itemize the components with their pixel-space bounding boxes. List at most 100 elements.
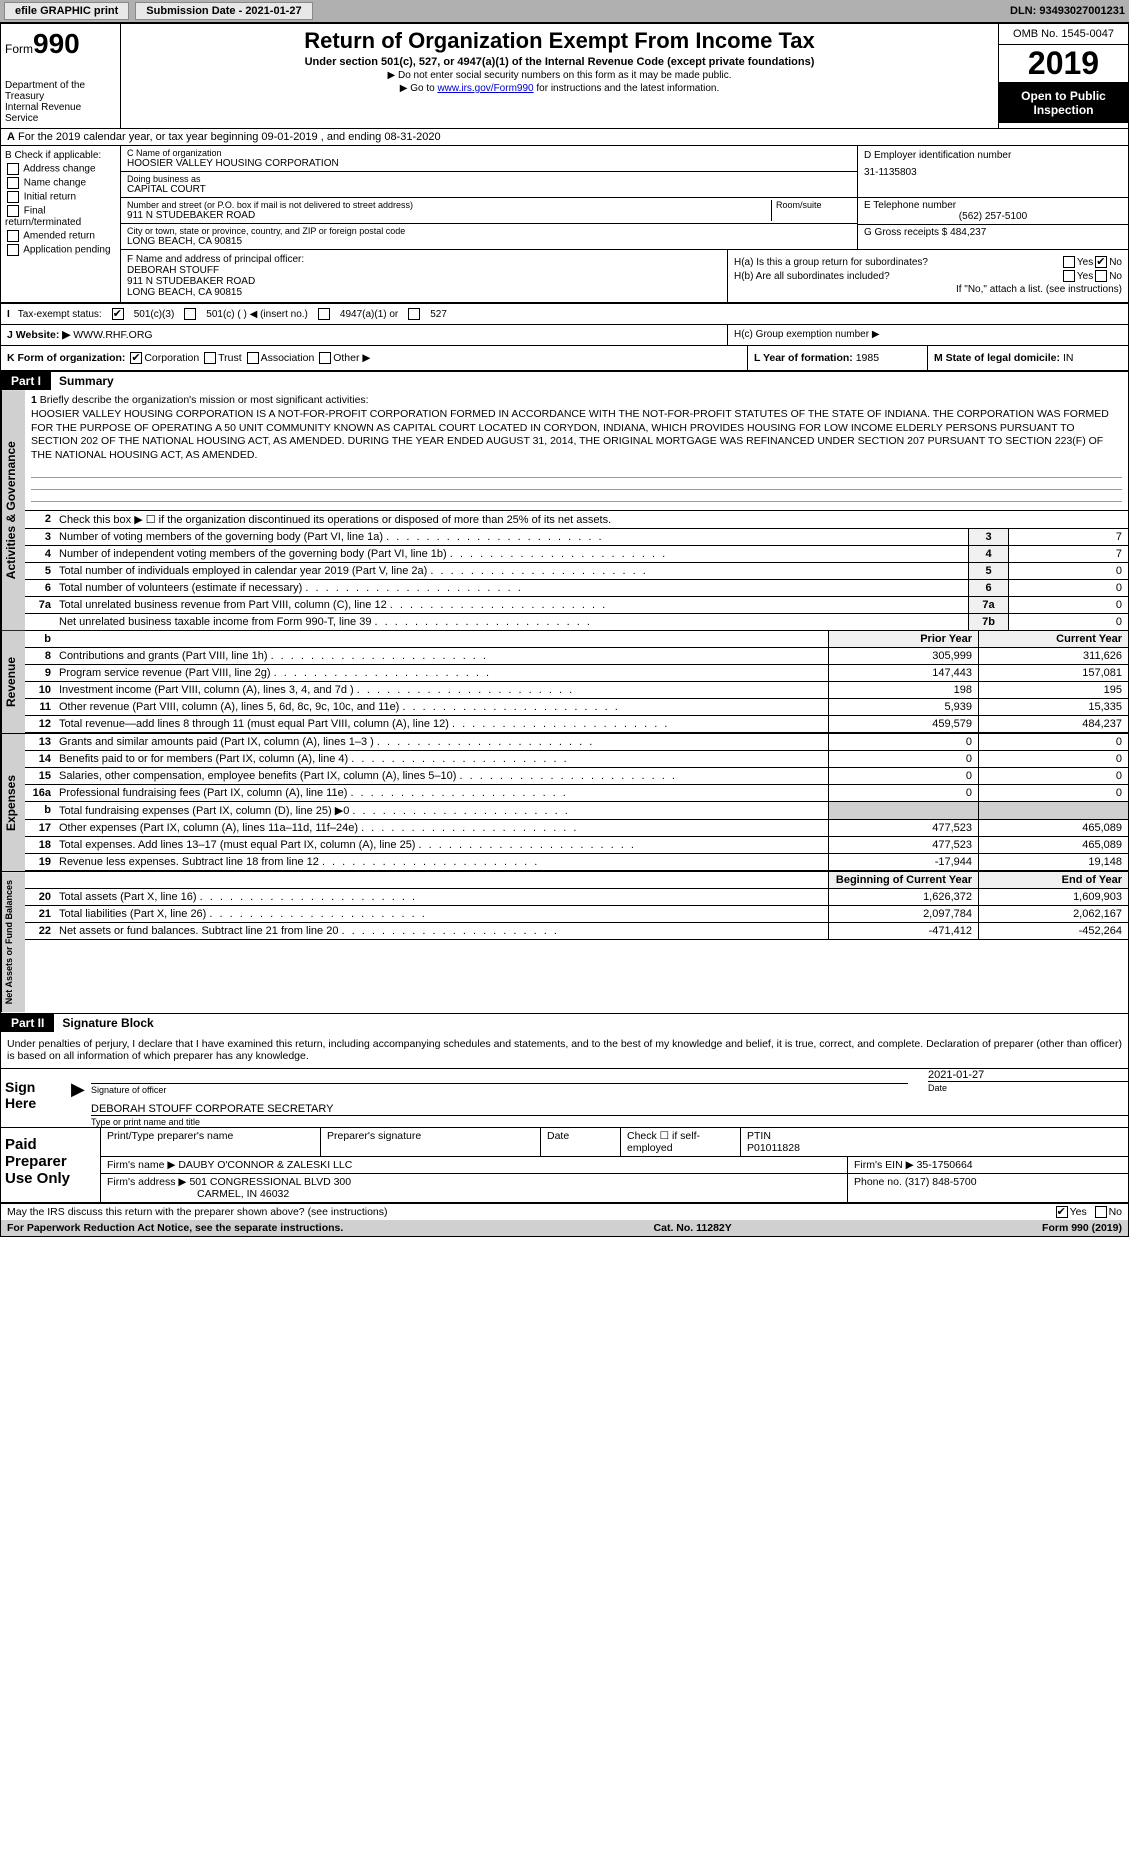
begin-val: 2,097,784 <box>828 906 978 922</box>
sign-here-row: Sign Here ▶ Signature of officer 2021-01… <box>1 1069 1128 1128</box>
revenue-header-row: b Prior Year Current Year <box>25 631 1128 648</box>
gov-row: Net unrelated business taxable income fr… <box>25 614 1128 630</box>
blank <box>25 872 55 888</box>
row-val: 0 <box>1008 580 1128 596</box>
rev-row: 11 Other revenue (Part VIII, column (A),… <box>25 699 1128 716</box>
gov-row: 3 Number of voting members of the govern… <box>25 529 1128 546</box>
net-row: 22 Net assets or fund balances. Subtract… <box>25 923 1128 940</box>
form-org-label: K Form of organization: <box>7 352 125 364</box>
current-val: 19,148 <box>978 854 1128 870</box>
row-num: 14 <box>25 751 55 767</box>
net-row: 20 Total assets (Part X, line 16) 1,626,… <box>25 889 1128 906</box>
officer-street: 911 N STUDEBAKER ROAD <box>127 276 721 287</box>
sign-fields: Signature of officer 2021-01-27 Date DEB… <box>91 1069 1128 1127</box>
rev-row: 8 Contributions and grants (Part VIII, l… <box>25 648 1128 665</box>
box-b-label: B Check if applicable: <box>5 150 116 161</box>
website-value: WWW.RHF.ORG <box>73 329 152 341</box>
prior-val: 477,523 <box>828 820 978 836</box>
part1-title: Summary <box>51 372 1128 390</box>
prior-val: 198 <box>828 682 978 698</box>
row-num: 13 <box>25 734 55 750</box>
sig-date-label: Date <box>928 1081 1128 1093</box>
form-990: Form990 Department of the Treasury Inter… <box>0 23 1129 1237</box>
netassets-content: Beginning of Current Year End of Year 20… <box>25 872 1128 1012</box>
exp-row: 19 Revenue less expenses. Subtract line … <box>25 854 1128 871</box>
row-num: 17 <box>25 820 55 836</box>
row-fgh: F Name and address of principal officer:… <box>121 250 1128 302</box>
hb-label: H(b) Are all subordinates included? <box>734 271 1061 282</box>
mission-line <box>31 490 1122 502</box>
ha-yes: Yes <box>1077 257 1093 268</box>
governance-section: Activities & Governance 1 Briefly descri… <box>1 390 1128 631</box>
row-text: Total number of individuals employed in … <box>55 563 968 579</box>
exp-row: 15 Salaries, other compensation, employe… <box>25 768 1128 785</box>
chk-other[interactable] <box>319 352 331 364</box>
current-year-header: Current Year <box>978 631 1128 647</box>
chk-initial-return[interactable] <box>7 191 19 203</box>
lbl-name-change: Name change <box>24 178 86 189</box>
chk-501c3[interactable] <box>112 308 124 320</box>
row-num: 20 <box>25 889 55 905</box>
part2-label: Part II <box>1 1014 54 1032</box>
submission-date-button[interactable]: Submission Date - 2021-01-27 <box>135 2 312 20</box>
row-val: 0 <box>1008 614 1128 630</box>
col-cdefgh: C Name of organization HOOSIER VALLEY HO… <box>121 146 1128 302</box>
chk-hb-no[interactable] <box>1095 270 1107 282</box>
domicile-value: IN <box>1063 352 1074 364</box>
mission-text: HOOSIER VALLEY HOUSING CORPORATION IS A … <box>31 408 1109 461</box>
row-hc: H(c) Group exemption number ▶ <box>728 325 1128 345</box>
lbl-application-pending: Application pending <box>23 245 110 256</box>
chk-ha-yes[interactable] <box>1063 256 1075 268</box>
prep-row2: Firm's name ▶ DAUBY O'CONNOR & ZALESKI L… <box>101 1157 1128 1174</box>
chk-discuss-yes[interactable] <box>1056 1206 1068 1218</box>
city-value: LONG BEACH, CA 90815 <box>127 236 851 247</box>
preparer-table: Paid Preparer Use Only Print/Type prepar… <box>1 1128 1128 1204</box>
row-text: Other expenses (Part IX, column (A), lin… <box>55 820 828 836</box>
hc-label: H(c) Group exemption number ▶ <box>734 329 880 340</box>
begin-val: -471,412 <box>828 923 978 939</box>
chk-501c[interactable] <box>184 308 196 320</box>
row-text: Net unrelated business taxable income fr… <box>55 614 968 630</box>
row-num: 11 <box>25 699 55 715</box>
row-num: 19 <box>25 854 55 870</box>
irs-label: Internal Revenue Service <box>5 102 116 124</box>
chk-corp[interactable] <box>130 352 142 364</box>
prior-val: 0 <box>828 785 978 801</box>
row-num: b <box>25 802 55 819</box>
gov-row: 6 Total number of volunteers (estimate i… <box>25 580 1128 597</box>
chk-4947[interactable] <box>318 308 330 320</box>
box-h: H(a) Is this a group return for subordin… <box>728 250 1128 302</box>
perjury-text: Under penalties of perjury, I declare th… <box>1 1032 1128 1069</box>
exp-row: 18 Total expenses. Add lines 13–17 (must… <box>25 837 1128 854</box>
row-box: 4 <box>968 546 1008 562</box>
vert-netassets: Net Assets or Fund Balances <box>1 872 25 1012</box>
netassets-section: Net Assets or Fund Balances Beginning of… <box>1 872 1128 1013</box>
row-box: 3 <box>968 529 1008 545</box>
prep-self-label: Check ☐ if self-employed <box>621 1128 741 1156</box>
chk-amended-return[interactable] <box>7 230 19 242</box>
firm-ein-label: Firm's EIN ▶ <box>854 1159 914 1171</box>
row-val: 7 <box>1008 529 1128 545</box>
dept-label: Department of the Treasury <box>5 80 116 102</box>
chk-assoc[interactable] <box>247 352 259 364</box>
mission-line <box>31 478 1122 490</box>
officer-city: LONG BEACH, CA 90815 <box>127 287 721 298</box>
chk-discuss-no[interactable] <box>1095 1206 1107 1218</box>
chk-application-pending[interactable] <box>7 244 19 256</box>
discuss-yes: Yes <box>1070 1206 1087 1218</box>
prep-row3: Firm's address ▶ 501 CONGRESSIONAL BLVD … <box>101 1174 1128 1202</box>
prior-val: 305,999 <box>828 648 978 664</box>
chk-final-return[interactable] <box>7 205 19 217</box>
chk-trust[interactable] <box>204 352 216 364</box>
chk-ha-no[interactable] <box>1095 256 1107 268</box>
efile-print-button[interactable]: efile GRAPHIC print <box>4 2 129 20</box>
chk-hb-yes[interactable] <box>1063 270 1075 282</box>
irs-link[interactable]: www.irs.gov/Form990 <box>437 83 533 94</box>
period-prefix: A <box>7 131 15 143</box>
paperwork-notice: For Paperwork Reduction Act Notice, see … <box>7 1222 343 1234</box>
chk-address-change[interactable] <box>7 163 19 175</box>
chk-name-change[interactable] <box>7 177 19 189</box>
mission-block: 1 Briefly describe the organization's mi… <box>25 390 1128 466</box>
ha-label: H(a) Is this a group return for subordin… <box>734 257 1061 268</box>
chk-527[interactable] <box>408 308 420 320</box>
